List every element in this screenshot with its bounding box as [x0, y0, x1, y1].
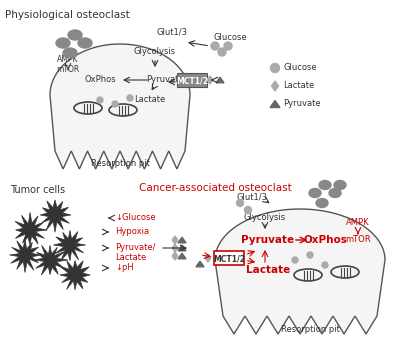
Polygon shape	[10, 239, 40, 273]
Circle shape	[270, 63, 280, 72]
Text: mTOR: mTOR	[56, 65, 80, 74]
Text: ↓Glucose: ↓Glucose	[115, 213, 156, 223]
FancyBboxPatch shape	[214, 251, 244, 265]
Polygon shape	[34, 246, 68, 275]
Text: Hypoxia: Hypoxia	[115, 227, 149, 237]
Text: Resorption pit: Resorption pit	[90, 158, 150, 167]
Text: Resorption pit: Resorption pit	[280, 326, 340, 334]
Circle shape	[112, 101, 118, 107]
Circle shape	[127, 95, 133, 101]
Text: OxPhos: OxPhos	[303, 235, 347, 245]
Text: Lactate: Lactate	[134, 95, 166, 105]
Text: Tumor cells: Tumor cells	[10, 185, 65, 195]
Polygon shape	[15, 212, 47, 245]
Ellipse shape	[334, 180, 346, 189]
Text: Pyruvate: Pyruvate	[146, 75, 184, 84]
Text: Cancer-associated osteoclast: Cancer-associated osteoclast	[139, 183, 291, 193]
Circle shape	[307, 252, 313, 258]
Circle shape	[211, 42, 219, 50]
Ellipse shape	[319, 180, 331, 189]
Text: Physiological osteoclast: Physiological osteoclast	[5, 10, 130, 20]
Text: Glycolysis: Glycolysis	[134, 47, 176, 57]
Ellipse shape	[316, 199, 328, 208]
Text: Glucose: Glucose	[283, 63, 317, 72]
Text: Lactate: Lactate	[283, 82, 314, 91]
Text: MCT1/2: MCT1/2	[213, 255, 245, 263]
Polygon shape	[205, 254, 211, 262]
Polygon shape	[172, 244, 178, 252]
Polygon shape	[50, 44, 190, 169]
Polygon shape	[215, 209, 385, 334]
Text: Lactate: Lactate	[246, 265, 290, 275]
Circle shape	[292, 257, 298, 263]
Ellipse shape	[56, 38, 70, 48]
Polygon shape	[178, 237, 186, 243]
Polygon shape	[270, 100, 280, 107]
Text: Glucose: Glucose	[213, 34, 247, 43]
Circle shape	[322, 262, 328, 268]
Text: Pyruvate/: Pyruvate/	[115, 244, 156, 252]
Circle shape	[224, 42, 232, 50]
Polygon shape	[272, 81, 278, 91]
Ellipse shape	[309, 189, 321, 198]
Text: Glut1/3: Glut1/3	[156, 27, 188, 36]
Polygon shape	[60, 261, 90, 290]
Ellipse shape	[68, 30, 82, 40]
Text: Lactate: Lactate	[115, 252, 146, 261]
Text: OxPhos: OxPhos	[84, 75, 116, 84]
Polygon shape	[40, 200, 71, 232]
Polygon shape	[216, 77, 224, 83]
Circle shape	[97, 97, 103, 103]
Polygon shape	[172, 236, 178, 244]
Text: Pyruvate: Pyruvate	[283, 99, 321, 108]
Polygon shape	[54, 230, 86, 261]
Text: AMPK: AMPK	[57, 55, 79, 64]
Ellipse shape	[329, 189, 341, 198]
Polygon shape	[207, 76, 213, 84]
Text: MCT1/2: MCT1/2	[176, 76, 208, 85]
Circle shape	[244, 206, 252, 213]
Text: AMPK: AMPK	[346, 218, 370, 227]
Polygon shape	[196, 261, 204, 267]
Circle shape	[236, 200, 244, 206]
Polygon shape	[178, 245, 186, 251]
Text: Glycolysis: Glycolysis	[244, 213, 286, 223]
FancyBboxPatch shape	[177, 73, 207, 87]
Polygon shape	[178, 253, 186, 259]
Ellipse shape	[63, 48, 77, 58]
Circle shape	[218, 48, 226, 56]
Ellipse shape	[78, 38, 92, 48]
Text: Pyruvate: Pyruvate	[242, 235, 294, 245]
Polygon shape	[172, 252, 178, 260]
Text: Glut1/3: Glut1/3	[236, 192, 268, 201]
Text: ↓pH: ↓pH	[115, 263, 134, 272]
Text: mTOR: mTOR	[345, 235, 371, 244]
